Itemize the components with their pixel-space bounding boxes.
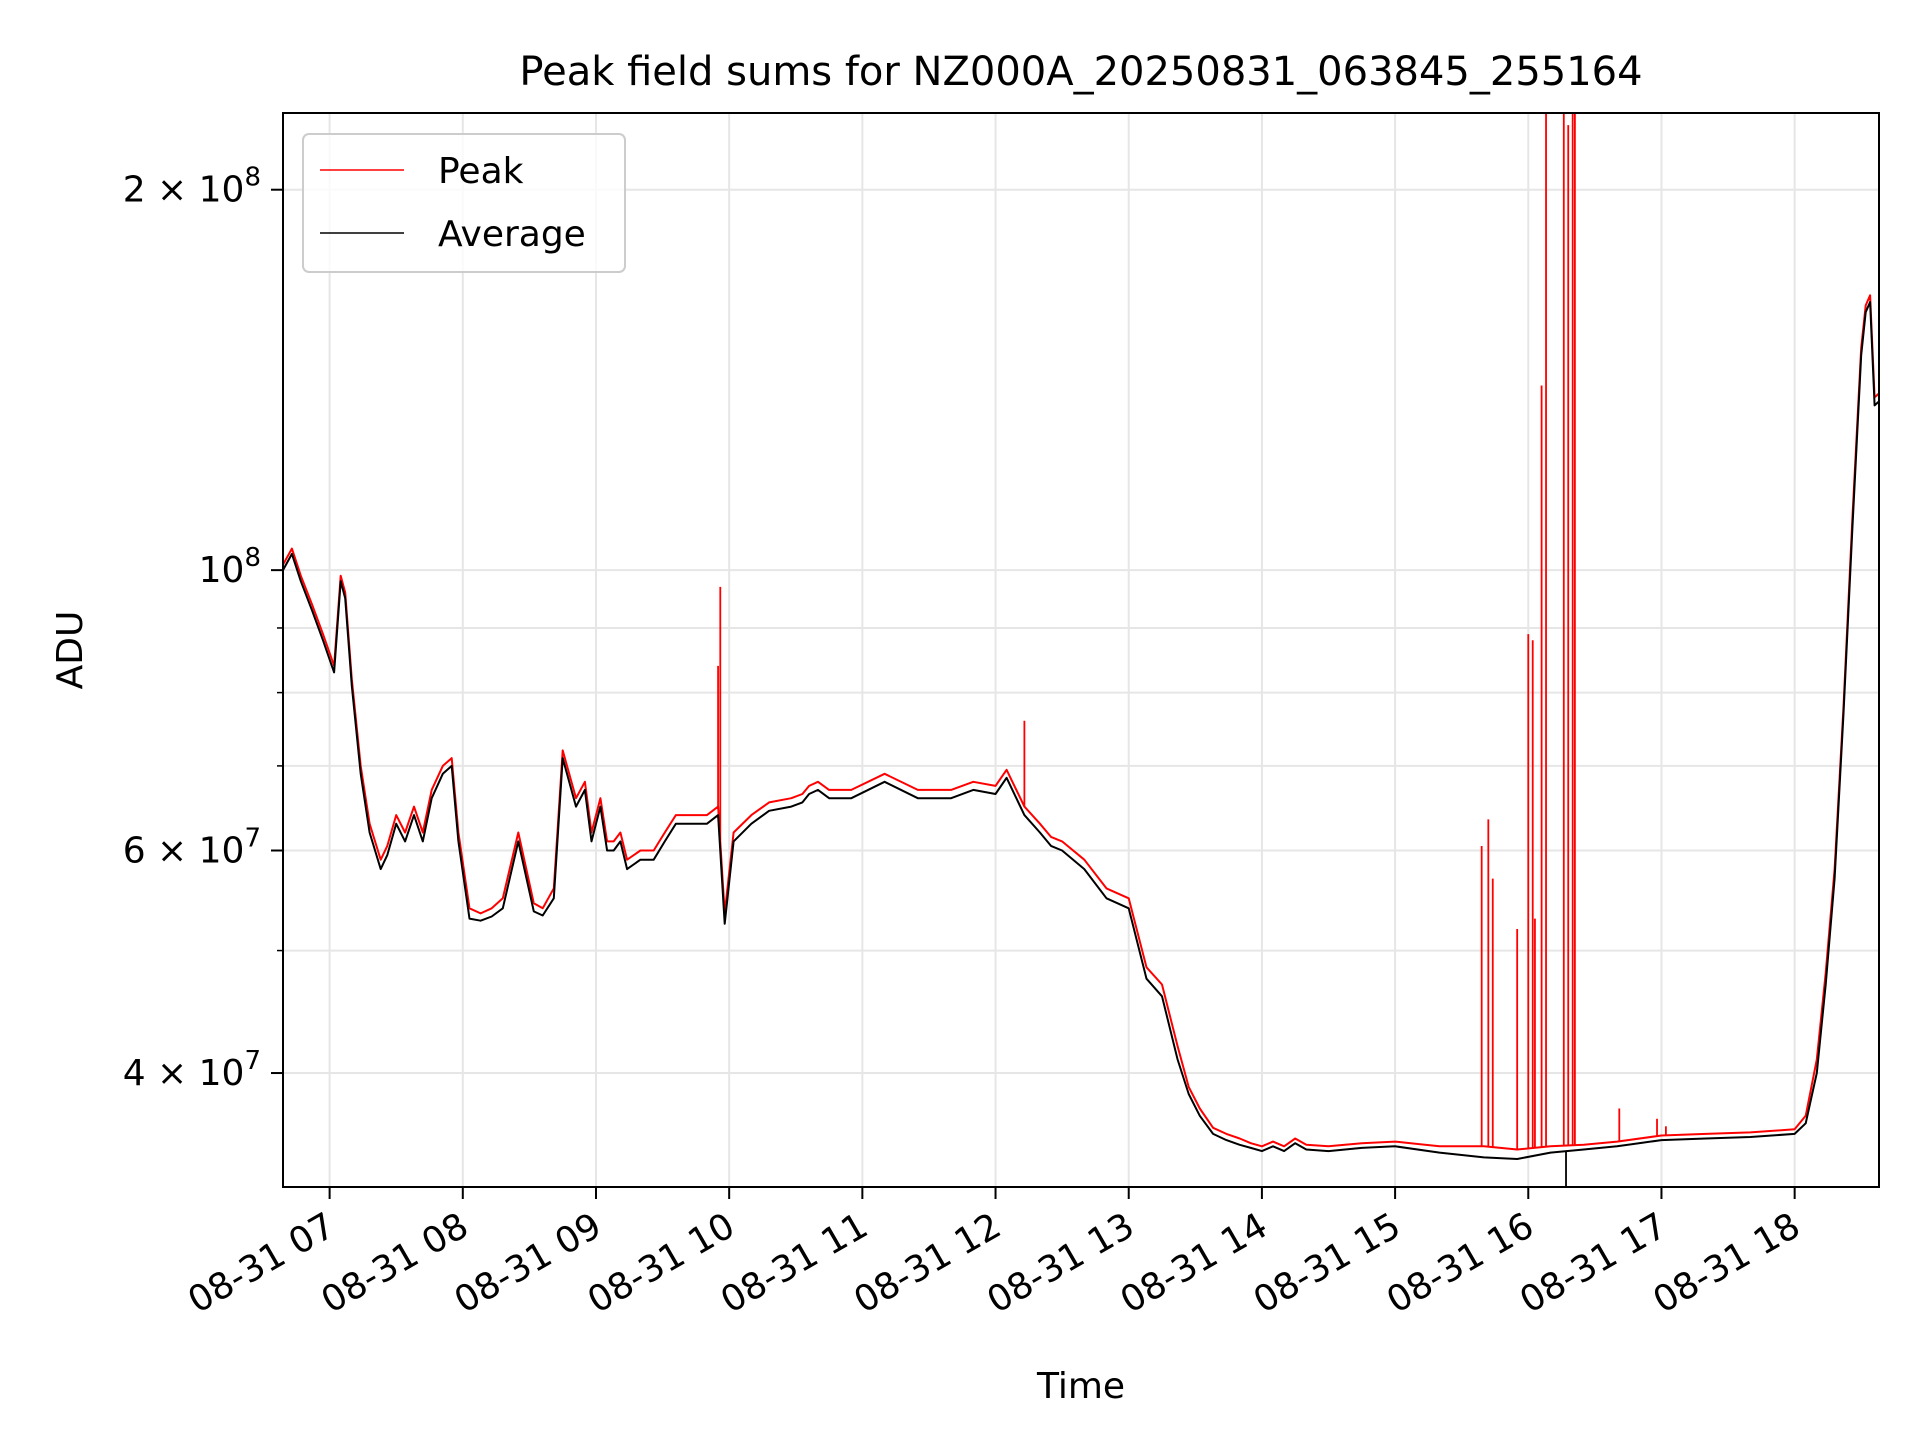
y-tick-label: 2 × 108 <box>123 163 261 211</box>
series-line-peak <box>283 294 1879 1151</box>
y-axis: 4 × 107 6 × 107 108 2 × 108 <box>123 163 283 1094</box>
y-tick-label: 6 × 107 <box>123 824 261 872</box>
x-axis-label: Time <box>1036 1366 1125 1407</box>
y-axis-label: ADU <box>50 611 91 690</box>
series-line-average <box>283 301 1879 1160</box>
legend-label-average: Average <box>438 214 586 255</box>
chart-title: Peak field sums for NZ000A_20250831_0638… <box>519 49 1642 95</box>
legend-label-peak: Peak <box>438 151 524 192</box>
series-layer <box>283 113 1879 1187</box>
plot-frame <box>282 112 1880 1188</box>
legend-box <box>302 133 626 273</box>
y-tick-label: 4 × 107 <box>123 1046 261 1094</box>
legend: Peak Average <box>302 133 626 273</box>
y-tick-label: 108 <box>199 543 261 591</box>
